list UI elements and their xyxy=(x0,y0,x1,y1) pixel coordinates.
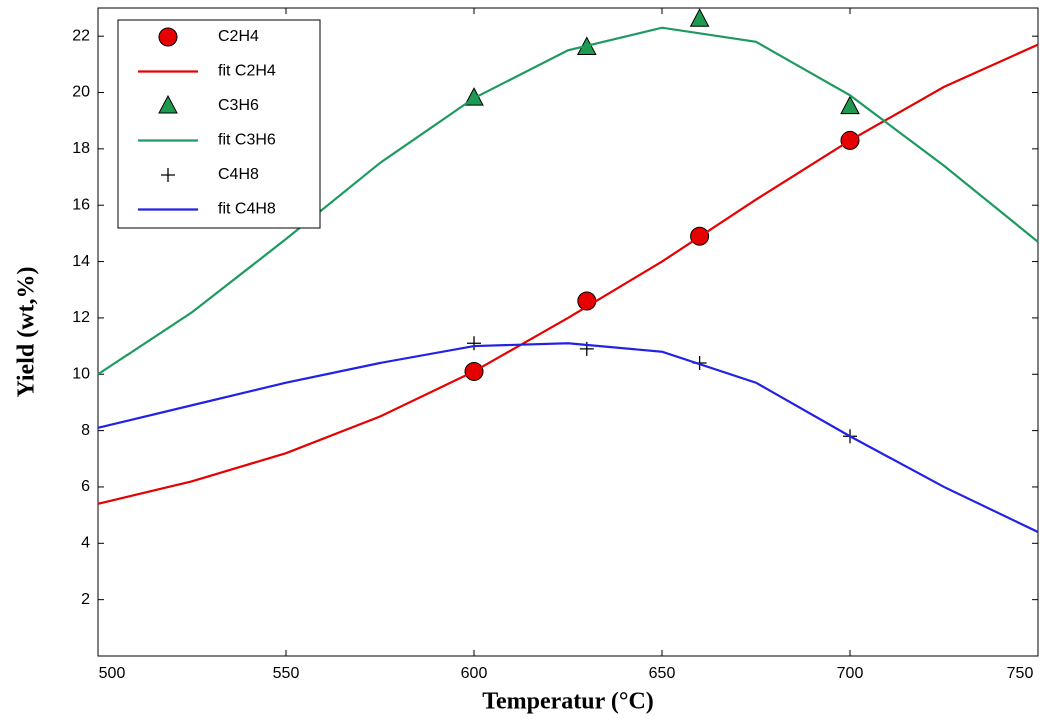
fit-line xyxy=(97,43,1039,505)
x-tick-label: 600 xyxy=(461,665,488,682)
y-tick-label: 12 xyxy=(72,309,90,326)
x-tick-label: 550 xyxy=(273,665,300,682)
point xyxy=(689,8,710,27)
y-tick-label: 16 xyxy=(72,196,90,213)
legend-label: C2H4 xyxy=(218,28,259,45)
point xyxy=(467,336,481,351)
fit-line xyxy=(97,342,1039,534)
legend-label: fit C3H6 xyxy=(218,132,276,149)
y-tick-label: 8 xyxy=(81,422,90,439)
y-tick-label: 10 xyxy=(72,365,90,382)
legend-label: fit C4H8 xyxy=(218,201,276,218)
y-tick-label: 22 xyxy=(72,27,90,44)
y-tick-label: 4 xyxy=(81,535,90,552)
legend-label: C3H6 xyxy=(218,97,259,114)
x-tick-label: 700 xyxy=(837,665,864,682)
legend-box xyxy=(117,19,321,229)
y-tick-label: 2 xyxy=(81,591,90,608)
legend-marker xyxy=(161,168,175,182)
x-axis-label: Temperatur (°C) xyxy=(482,689,654,715)
x-tick-label: 650 xyxy=(649,665,676,682)
legend-marker xyxy=(158,94,178,114)
y-axis-label: Yield (wt,%) xyxy=(14,266,40,397)
fit-line xyxy=(97,26,1039,376)
legend-marker xyxy=(158,27,178,47)
legend-label: fit C2H4 xyxy=(218,63,276,80)
point xyxy=(840,95,860,115)
y-tick-label: 18 xyxy=(72,140,90,157)
x-tick-label: 750 xyxy=(1007,665,1034,682)
y-tick-label: 14 xyxy=(72,253,90,270)
y-tick-label: 20 xyxy=(72,84,90,101)
legend-label: C4H8 xyxy=(218,166,259,183)
x-tick-label: 500 xyxy=(99,665,126,682)
y-tick-label: 6 xyxy=(81,478,90,495)
